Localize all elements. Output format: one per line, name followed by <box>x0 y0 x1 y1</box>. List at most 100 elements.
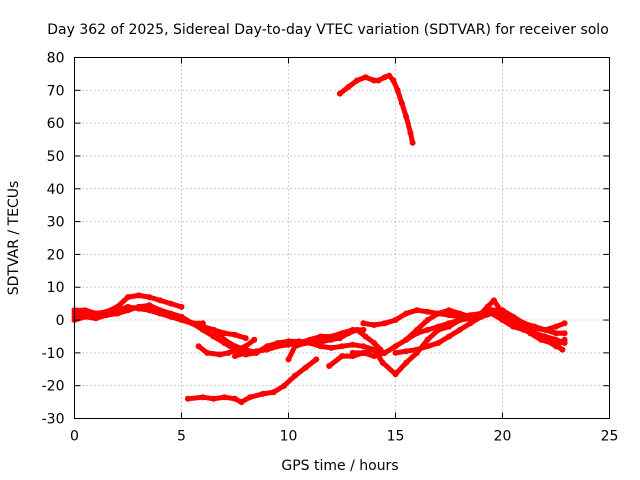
y-tick-label: -10 <box>42 346 65 362</box>
data-point-sat-n <box>392 349 399 356</box>
data-point-sat-f <box>221 340 228 346</box>
data-point-sat-c <box>210 326 217 333</box>
x-tick-label: 10 <box>280 429 298 445</box>
data-point-sat-l <box>403 359 410 366</box>
data-point-sat-d <box>167 313 174 320</box>
data-point-sat-n <box>446 333 452 340</box>
data-point-sat-o <box>403 336 410 343</box>
data-point-sat-o <box>561 336 568 343</box>
data-point-sat-f <box>232 346 238 353</box>
data-point-sat-o <box>478 312 485 319</box>
data-point-sat-e <box>204 349 211 356</box>
data-point-sat-i <box>221 394 228 401</box>
data-point-sat-o <box>456 310 463 317</box>
data-point-sat-b <box>157 297 164 304</box>
data-point-sat-n <box>467 320 474 327</box>
grid-layer <box>74 57 610 419</box>
data-point-sat-a <box>232 331 238 338</box>
data-point-sat-i <box>281 382 288 389</box>
y-tick-label: 70 <box>47 83 65 99</box>
data-point-sat-k <box>553 330 559 337</box>
data-point-sat-d <box>135 303 142 310</box>
data-point-sat-h <box>311 338 318 345</box>
data-point-sat-k <box>413 307 420 314</box>
data-point-sat-m <box>456 317 463 323</box>
data-point-sat-o <box>499 310 506 317</box>
data-point-sat-d <box>146 307 153 314</box>
data-point-sat-k <box>381 320 388 327</box>
data-point-sat-j <box>398 100 405 107</box>
data-point-sat-e <box>195 343 202 350</box>
data-point-sat-f <box>349 341 356 348</box>
data-point-sat-d <box>178 317 185 323</box>
y-tick-label: -30 <box>42 412 65 428</box>
data-point-sat-g <box>253 348 260 355</box>
data-point-sat-n <box>413 346 420 353</box>
data-point-sat-m <box>446 320 452 327</box>
data-point-sat-j <box>394 87 401 94</box>
data-point-sat-h <box>362 333 369 340</box>
data-point-sat-j <box>403 113 410 120</box>
data-point-sat-b <box>178 303 185 310</box>
data-point-sat-j <box>407 130 414 136</box>
data-point-sat-l <box>559 346 566 353</box>
data-point-sat-k <box>561 330 568 337</box>
data-point-sat-c <box>146 302 153 309</box>
data-point-sat-o <box>531 330 538 337</box>
data-point-sat-j <box>375 77 382 84</box>
data-point-sat-b <box>114 303 121 310</box>
data-point-sat-j <box>336 90 343 97</box>
data-point-sat-o <box>467 313 474 320</box>
data-point-sat-n <box>456 326 463 333</box>
data-point-sat-m <box>553 336 559 343</box>
x-tick-label: 5 <box>177 429 186 445</box>
data-point-sat-l <box>339 353 345 360</box>
data-point-sat-k <box>424 308 431 315</box>
data-point-sat-o <box>520 323 527 330</box>
data-point-sat-b <box>135 292 142 299</box>
data-point-sat-b <box>125 294 131 301</box>
data-point-sat-l <box>392 371 399 378</box>
data-point-sat-o <box>542 336 549 343</box>
data-point-sat-e <box>242 343 249 350</box>
data-point-sat-f <box>210 333 217 340</box>
data-point-sat-f <box>317 343 324 350</box>
data-point-sat-b <box>167 300 174 307</box>
y-tick-label: 40 <box>47 182 65 198</box>
data-point-sat-h <box>371 340 378 346</box>
data-point-sat-o <box>553 343 559 350</box>
data-point-sat-m <box>381 349 388 356</box>
data-point-sat-h <box>302 340 309 346</box>
data-point-sat-l <box>490 297 497 304</box>
data-point-sat-i <box>291 372 298 379</box>
data-point-sat-m <box>392 343 399 350</box>
y-tick-label: -20 <box>42 379 65 395</box>
data-point-sat-h <box>328 336 335 343</box>
y-tick-label: 50 <box>47 149 65 165</box>
data-point-sat-g <box>264 346 271 353</box>
data-point-sat-n <box>553 323 559 330</box>
data-point-sat-j <box>390 77 397 84</box>
data-point-sat-n <box>542 326 549 333</box>
x-axis-label: GPS time / hours <box>281 458 398 474</box>
data-point-sat-f <box>339 343 345 350</box>
data-point-sat-i <box>232 395 238 402</box>
y-tick-label: 0 <box>56 313 65 329</box>
data-point-sat-f <box>189 320 196 327</box>
data-point-sat-n <box>403 348 410 355</box>
data-point-sat-b <box>146 294 153 301</box>
data-point-sat-k <box>360 320 367 327</box>
data-point-sat-n <box>561 320 568 327</box>
data-point-sat-i <box>259 390 266 397</box>
data-point-sat-j <box>354 77 360 84</box>
series-layer <box>71 72 568 406</box>
data-point-sat-i <box>238 399 245 406</box>
data-point-sat-h <box>319 338 326 345</box>
data-point-sat-j <box>409 139 416 146</box>
chart-title: Day 362 of 2025, Sidereal Day-to-day VTE… <box>47 22 609 38</box>
data-point-sat-g <box>285 341 292 348</box>
data-point-sat-m <box>424 326 431 333</box>
data-point-sat-o <box>435 310 442 317</box>
